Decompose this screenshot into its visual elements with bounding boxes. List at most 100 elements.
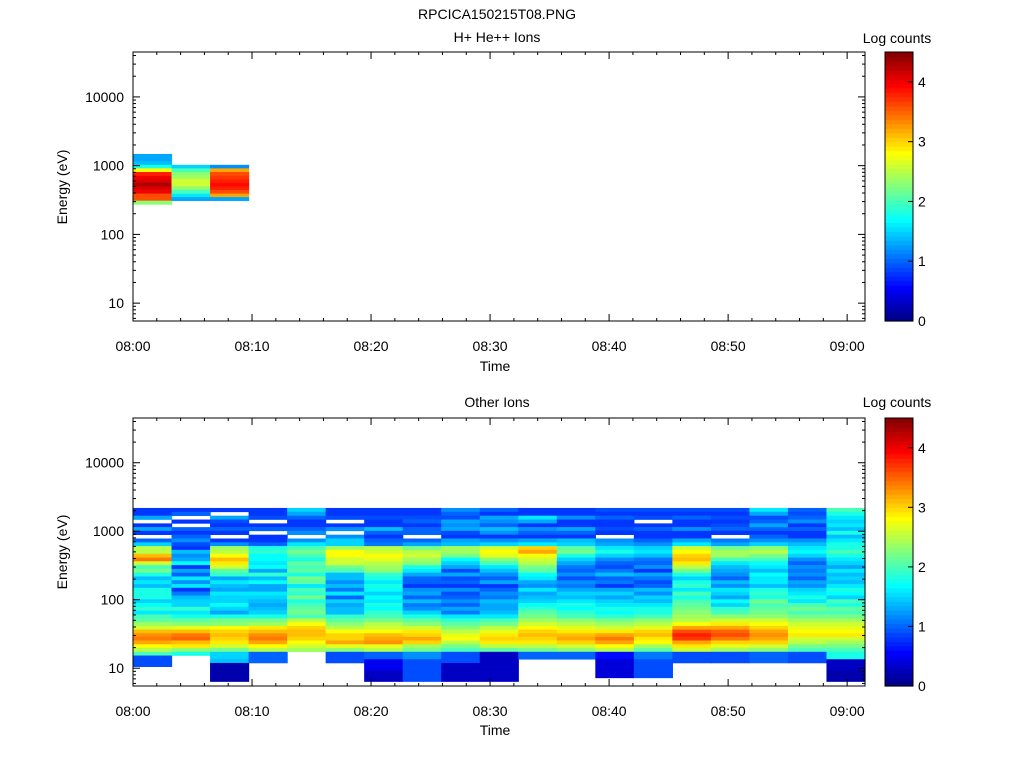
heatmap-cell <box>171 179 211 184</box>
heatmap-cell <box>402 603 442 608</box>
heatmap-cell <box>710 659 751 664</box>
heatmap-cell <box>787 591 828 596</box>
heatmap-cell <box>210 190 250 194</box>
heatmap-cell <box>171 538 211 543</box>
heatmap-cell <box>248 549 288 555</box>
heatmap-cell <box>749 530 789 535</box>
heatmap-cell <box>210 197 250 201</box>
heatmap-cell <box>364 640 404 645</box>
heatmap-cell <box>364 629 404 634</box>
heatmap-cell <box>210 542 250 547</box>
colorbar-swatch <box>885 294 913 300</box>
heatmap-cell <box>171 584 211 589</box>
heatmap-cell <box>287 565 327 570</box>
heatmap-cell <box>248 561 288 566</box>
heatmap-cell <box>441 534 481 539</box>
heatmap-cell <box>633 534 673 539</box>
heatmap-cell <box>210 186 250 191</box>
colorbar-swatch <box>885 520 913 526</box>
heatmap-cell <box>287 580 327 585</box>
heatmap-cell <box>325 507 365 513</box>
heatmap-cell <box>595 666 635 671</box>
heatmap-cell <box>402 557 442 562</box>
heatmap-cell <box>402 523 442 528</box>
heatmap-cell <box>287 629 327 634</box>
heatmap-cell <box>210 648 250 653</box>
heatmap-cell <box>633 640 673 645</box>
heatmap-cell <box>133 572 173 577</box>
heatmap-cell <box>749 659 789 664</box>
heatmap-cell <box>248 595 288 600</box>
colorbar-swatch <box>885 235 913 241</box>
heatmap-cell <box>248 523 288 528</box>
colorbar-swatch <box>885 74 913 80</box>
heatmap-cell <box>787 640 828 645</box>
heatmap-cell <box>364 538 404 543</box>
colorbar-swatch <box>885 511 913 517</box>
heatmap-cell <box>787 534 828 539</box>
heatmap-cell <box>633 644 673 649</box>
heatmap-cell <box>556 561 596 566</box>
heatmap-cell <box>556 523 596 528</box>
heatmap-cell <box>364 618 404 623</box>
heatmap-cell <box>787 542 828 547</box>
heatmap-cell <box>364 606 404 611</box>
heatmap-cell <box>633 614 673 619</box>
heatmap-cell <box>287 546 327 551</box>
heatmap-cell <box>787 565 828 570</box>
heatmap-cell <box>710 599 751 604</box>
heatmap-cell <box>518 580 558 585</box>
panel-title: Other Ions <box>464 394 529 410</box>
heatmap-cell <box>364 507 404 513</box>
colorbar-swatch <box>885 619 913 625</box>
heatmap-cell <box>441 659 481 664</box>
colorbar-swatch <box>885 208 913 214</box>
colorbar-swatch <box>885 285 913 291</box>
heatmap-cell <box>787 584 828 589</box>
heatmap-cell <box>364 546 404 551</box>
heatmap-cell <box>633 549 673 555</box>
x-tick-label: 08:40 <box>592 703 627 719</box>
heatmap-cell <box>441 576 481 581</box>
heatmap-cell <box>133 161 173 166</box>
colorbar-swatch <box>885 312 913 318</box>
heatmap-cell <box>595 572 635 577</box>
heatmap-cell <box>325 636 365 641</box>
heatmap-cell <box>710 527 751 532</box>
heatmap-cell <box>364 553 404 558</box>
heatmap-cell <box>787 610 828 615</box>
heatmap-cell <box>402 538 442 543</box>
heatmap-cell <box>441 625 481 630</box>
heatmap-cell <box>826 622 866 627</box>
heatmap-cell <box>633 587 673 592</box>
heatmap-cell <box>210 599 250 604</box>
colorbar-swatch <box>885 262 913 268</box>
heatmap-cell <box>672 595 712 600</box>
heatmap-cell <box>672 530 712 535</box>
heatmap-cell <box>710 557 751 562</box>
heatmap-cell <box>325 523 365 528</box>
heatmap-cell <box>710 568 751 573</box>
heatmap-cell <box>210 549 250 555</box>
y-tick-label: 10000 <box>85 455 124 471</box>
heatmap-cell <box>364 515 404 520</box>
heatmap-cell <box>556 568 596 573</box>
colorbar-swatch <box>885 155 913 161</box>
heatmap-cell <box>595 622 635 627</box>
heatmap-cell <box>595 580 635 585</box>
heatmap-cell <box>402 580 442 585</box>
colorbar-swatch <box>885 240 913 246</box>
heatmap-cell <box>633 670 673 675</box>
heatmap-cell <box>672 640 712 645</box>
heatmap-cell <box>749 568 789 573</box>
heatmap-cell <box>248 572 288 577</box>
colorbar-swatch <box>885 422 913 428</box>
colorbar-swatch <box>885 516 913 522</box>
heatmap-cell <box>672 636 712 641</box>
heatmap-cell <box>133 625 173 630</box>
heatmap-cell <box>441 622 481 627</box>
heatmap-cell <box>210 610 250 615</box>
heatmap-cell <box>133 618 173 623</box>
colorbar-swatch <box>885 222 913 228</box>
heatmap-cell <box>826 595 866 600</box>
